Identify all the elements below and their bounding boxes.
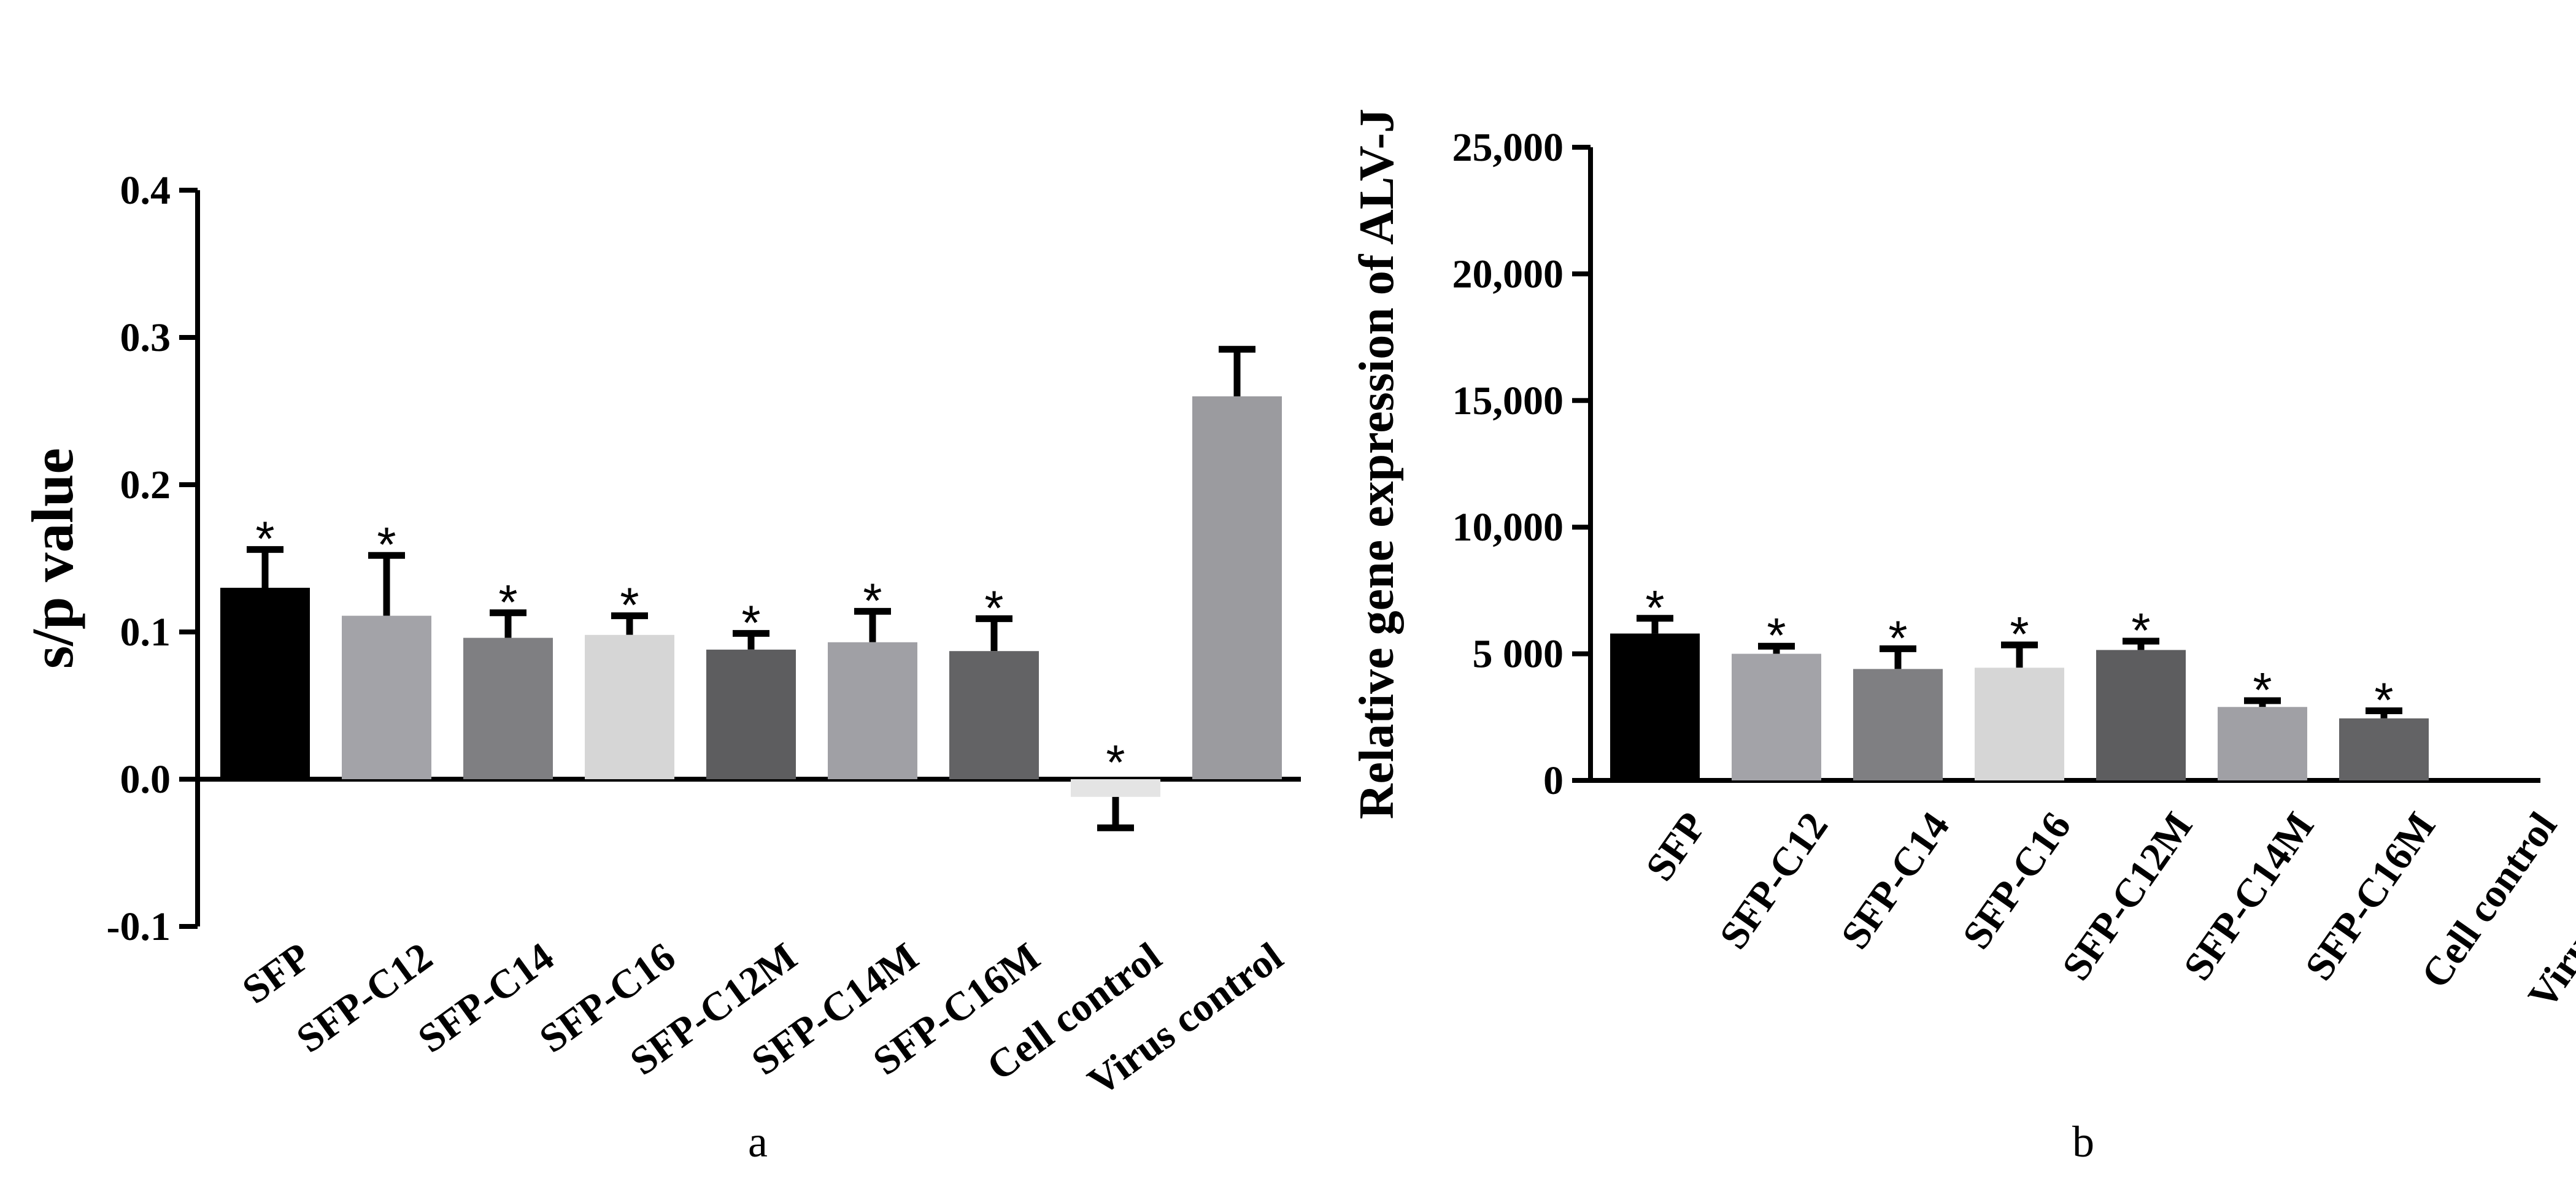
significance-star: * <box>863 573 882 628</box>
bar <box>2339 718 2429 780</box>
category-label: SFP-C12 <box>288 934 441 1061</box>
y-tick-label: 10,000 <box>1452 505 1564 550</box>
category-label: SFP-C16 <box>1954 804 2080 957</box>
category-label: SFP-C14 <box>410 934 562 1061</box>
significance-star: * <box>498 575 517 629</box>
y-tick-label: 0.0 <box>120 757 171 802</box>
significance-star: * <box>1106 735 1125 790</box>
significance-star: * <box>2131 603 2150 658</box>
y-tick-label: 0.4 <box>120 168 171 213</box>
y-tick-label: 0.3 <box>120 315 171 360</box>
bar <box>828 642 917 779</box>
bar <box>2096 650 2186 780</box>
bar <box>1610 633 1700 780</box>
significance-star: * <box>255 512 274 566</box>
bar <box>1192 396 1282 779</box>
chart-b: 0 5 000 10,000 15,000 20,000 25,000 Relative g… <box>1350 109 2576 1166</box>
significance-star: * <box>984 580 1003 635</box>
bar <box>463 637 553 779</box>
category-label: SFP-C12 <box>1711 804 1837 957</box>
significance-star: * <box>2253 663 2272 717</box>
significance-star: * <box>2374 672 2393 727</box>
significance-star: * <box>741 595 760 650</box>
significance-star: * <box>1888 610 1907 665</box>
bar <box>706 649 796 779</box>
y-tick-label: 5 000 <box>1473 632 1564 677</box>
y-axis-title: Relative gene expression of ALV-J <box>1350 109 1404 819</box>
significance-star: * <box>620 578 639 633</box>
category-label: SFP <box>234 934 319 1012</box>
panel-label: b <box>2072 1117 2094 1166</box>
bar <box>342 615 431 779</box>
y-axis-title: s/p value <box>20 448 85 669</box>
y-tick-label: 0 <box>1543 758 1564 803</box>
y-tick-label: 20,000 <box>1452 252 1564 296</box>
panel-label: a <box>748 1117 768 1166</box>
significance-star: * <box>2010 607 2029 661</box>
bar <box>1732 653 1821 780</box>
bar <box>585 634 674 779</box>
bar <box>1853 669 1943 780</box>
y-tick-label: 0.1 <box>120 610 171 655</box>
category-label: SFP-C14 <box>1832 804 1958 957</box>
y-tick-label: 0.2 <box>120 463 171 507</box>
y-tick-label: -0.1 <box>107 904 171 949</box>
chart-a: -0.1 0.0 0.1 0.2 0.3 0.4 s/p value * SFP * SFP-C12… <box>20 168 1301 1166</box>
significance-star: * <box>1767 608 1786 663</box>
y-tick-label: 25,000 <box>1452 125 1564 170</box>
significance-star: * <box>377 517 396 572</box>
bar <box>220 588 310 779</box>
bar <box>949 651 1039 779</box>
y-tick-label: 15,000 <box>1452 379 1564 423</box>
bar <box>2218 707 2307 780</box>
significance-star: * <box>1645 580 1664 635</box>
bar <box>1071 779 1160 797</box>
category-label: SFP <box>1637 804 1715 889</box>
bar <box>1975 668 2064 780</box>
